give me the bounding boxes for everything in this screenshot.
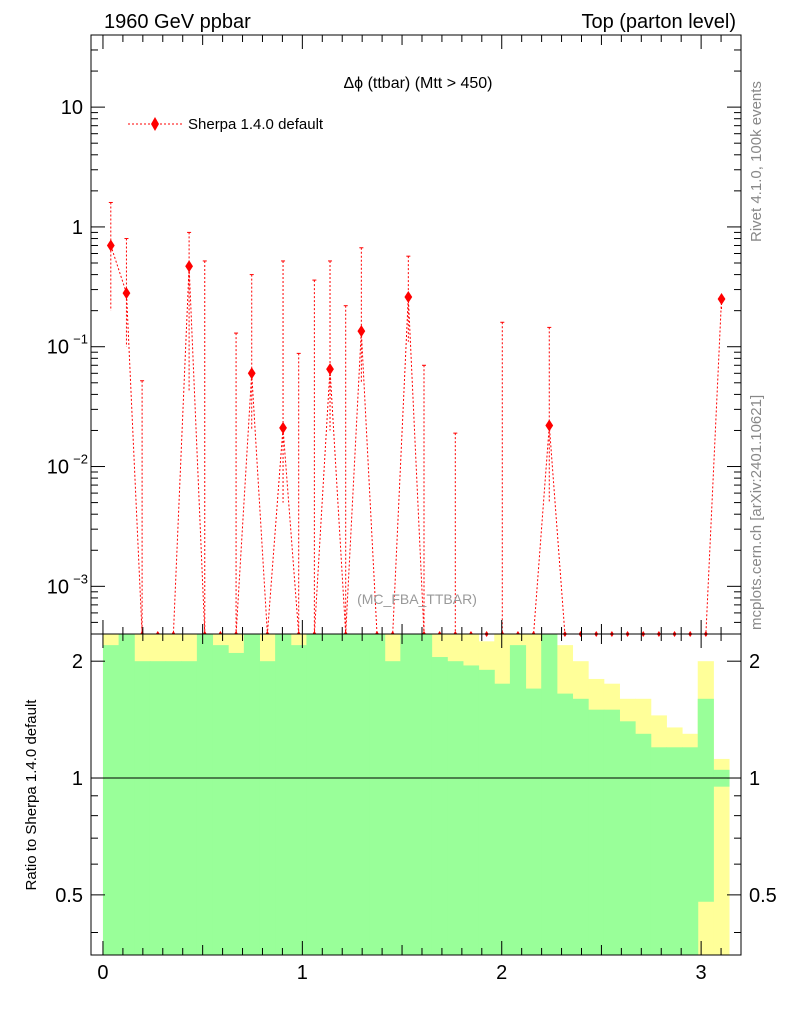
green-band-bin: [635, 733, 652, 955]
data-point: [185, 260, 193, 273]
green-band-bin: [541, 634, 558, 955]
green-band-bin: [431, 657, 448, 955]
green-band-bin: [102, 645, 120, 955]
data-point: [404, 291, 413, 304]
green-band-bin: [228, 652, 245, 955]
series-line: [110, 245, 722, 635]
green-band-bin: [666, 747, 683, 955]
x-tick-label: 0: [97, 962, 108, 984]
green-band-bin: [353, 634, 370, 955]
ratio-ylabel: Ratio to Sherpa 1.4.0 default: [23, 699, 40, 891]
analysis-label: (MC_FBA_TTBAR): [357, 591, 477, 607]
legend: Sherpa 1.4.0 default: [128, 116, 324, 133]
green-band-bin: [118, 634, 135, 955]
x-tick-label: 2: [496, 962, 507, 984]
legend-entry: Sherpa 1.4.0 default: [188, 116, 324, 133]
y-tick-label-exponent: −3: [73, 571, 88, 586]
y-tick-label: 10: [47, 337, 69, 359]
green-band-bin: [369, 634, 386, 955]
green-band-bin: [603, 709, 620, 955]
green-band-bin: [384, 661, 401, 955]
green-band-bin: [275, 634, 292, 955]
ratio-frame: 2 2 1 1 0.5 0.5 0 1 2 3: [55, 633, 777, 984]
data-point: [279, 421, 287, 434]
green-band-bin: [416, 634, 433, 955]
ratio-y-tick-label: 1: [72, 768, 83, 790]
green-band-bin: [181, 661, 198, 955]
yellow-band-bin: [713, 758, 730, 955]
green-band-bin: [588, 709, 605, 955]
green-band-bin: [494, 683, 511, 955]
ratio-y-tick-label-right: 2: [749, 651, 760, 673]
data-point: [357, 325, 366, 338]
green-band-bin: [462, 665, 480, 955]
y-tick-label: 10: [47, 576, 69, 598]
main-frame: 10 1 10 −1 10 −2 10 −3: [47, 34, 742, 635]
data-point: [247, 367, 256, 380]
ratio-bands: [102, 634, 730, 955]
ratio-axes-box: [90, 633, 742, 956]
green-band-bin: [478, 669, 495, 955]
green-band-bin: [165, 661, 182, 955]
data-point: [122, 287, 131, 300]
green-band-bin: [400, 634, 417, 955]
y-tick-label: 1: [72, 217, 83, 239]
green-band-bin: [306, 634, 323, 955]
green-band-bin: [650, 747, 667, 955]
green-band-bin: [509, 645, 527, 955]
data-point: [106, 239, 115, 252]
green-band-bin: [259, 661, 276, 955]
ratio-y-tick-label-right: 0.5: [749, 885, 777, 907]
rivet-label: Rivet 4.1.0, 100k events: [748, 81, 765, 242]
x-tick-label: 3: [696, 962, 707, 984]
green-band-bin: [243, 634, 260, 955]
green-band-bin: [447, 661, 464, 955]
green-band-bin: [697, 698, 714, 902]
green-band-bin: [322, 634, 339, 955]
green-band-bin: [134, 661, 151, 955]
y-tick-label: 10: [61, 97, 83, 119]
green-band-bin: [619, 721, 636, 955]
green-band-bin: [556, 693, 574, 955]
green-band-bin: [525, 688, 542, 955]
y-tick-label-exponent: −1: [73, 332, 88, 347]
ratio-y-tick-label-right: 1: [749, 768, 760, 790]
ratio-y-tick-label: 0.5: [55, 885, 83, 907]
green-band-bin: [196, 634, 214, 955]
green-band-bin: [149, 661, 167, 955]
y-tick-label-exponent: −2: [73, 452, 88, 467]
process-label: Top (parton level): [581, 11, 736, 33]
ratio-y-tick-label: 2: [72, 651, 83, 673]
collision-label: 1960 GeV ppbar: [104, 11, 251, 33]
legend-marker: [151, 117, 159, 131]
green-band-bin: [572, 698, 589, 955]
mc-series: [106, 201, 726, 637]
data-point: [545, 419, 554, 432]
plot-title: Δϕ (ttbar) (Mtt > 450): [343, 75, 492, 92]
x-tick-label: 1: [297, 962, 308, 984]
data-point: [717, 293, 726, 306]
y-tick-label: 10: [47, 457, 69, 479]
green-band-bin: [337, 634, 354, 955]
green-band-bin: [682, 747, 699, 955]
green-band-bin: [290, 645, 307, 955]
mcplots-label: mcplots.cern.ch [arXiv:2401.10621]: [748, 395, 765, 630]
green-band-bin: [212, 645, 229, 955]
data-point: [326, 363, 334, 376]
